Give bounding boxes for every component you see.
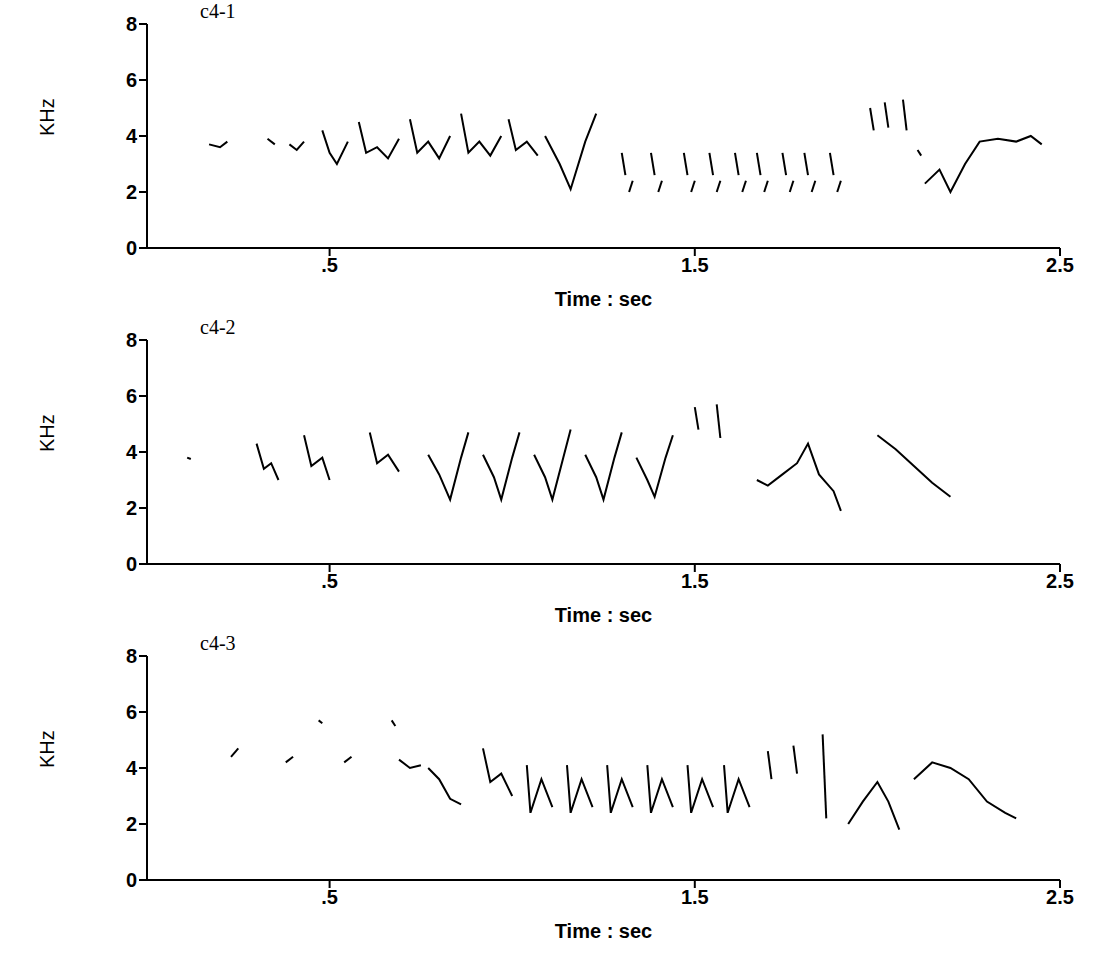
svg-text:8: 8 [126,13,137,35]
svg-text:2: 2 [126,813,137,835]
svg-text:2.5: 2.5 [1046,886,1074,908]
html-text:c4-3: c4-3 [200,632,236,654]
svg-text:6: 6 [126,701,137,723]
svg-text:2.5: 2.5 [1046,254,1074,276]
svg-text:Time : sec: Time : sec [555,920,652,942]
svg-text:8: 8 [126,329,137,351]
svg-text:6: 6 [126,69,137,91]
html-text:c4-2: c4-2 [200,316,236,338]
svg-text:2: 2 [126,181,137,203]
svg-text:1.5: 1.5 [681,254,709,276]
svg-text:1.5: 1.5 [681,886,709,908]
svg-text:4: 4 [126,441,138,463]
svg-text:8: 8 [126,645,137,667]
svg-text:1.5: 1.5 [681,570,709,592]
svg-text:.5: .5 [321,254,338,276]
svg-text:2: 2 [126,497,137,519]
svg-text:Time : sec: Time : sec [555,604,652,626]
svg-text:4: 4 [126,125,138,147]
svg-text:KHz: KHz [36,730,58,768]
svg-text:4: 4 [126,757,138,779]
svg-text:KHz: KHz [36,414,58,452]
svg-text:.5: .5 [321,570,338,592]
svg-text:0: 0 [126,553,137,575]
svg-text:KHz: KHz [36,98,58,136]
svg-text:0: 0 [126,237,137,259]
svg-text:.5: .5 [321,886,338,908]
svg-text:Time : sec: Time : sec [555,288,652,310]
svg-text:6: 6 [126,385,137,407]
svg-text:2.5: 2.5 [1046,570,1074,592]
svg-text:0: 0 [126,869,137,891]
html-text:c4-1: c4-1 [200,0,236,22]
